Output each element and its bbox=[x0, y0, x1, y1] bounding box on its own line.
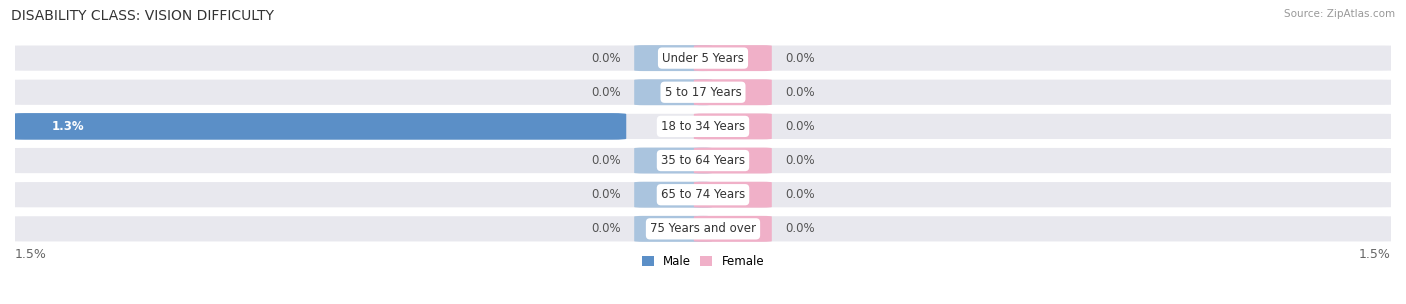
FancyBboxPatch shape bbox=[634, 216, 713, 242]
Text: 1.5%: 1.5% bbox=[1360, 248, 1391, 261]
FancyBboxPatch shape bbox=[693, 45, 772, 71]
Text: Source: ZipAtlas.com: Source: ZipAtlas.com bbox=[1284, 9, 1395, 19]
Text: 18 to 34 Years: 18 to 34 Years bbox=[661, 120, 745, 133]
FancyBboxPatch shape bbox=[634, 182, 713, 208]
FancyBboxPatch shape bbox=[634, 45, 713, 71]
FancyBboxPatch shape bbox=[10, 113, 626, 140]
Text: 0.0%: 0.0% bbox=[591, 154, 620, 167]
Text: DISABILITY CLASS: VISION DIFFICULTY: DISABILITY CLASS: VISION DIFFICULTY bbox=[11, 9, 274, 23]
Text: 0.0%: 0.0% bbox=[786, 86, 815, 99]
FancyBboxPatch shape bbox=[1, 147, 1405, 174]
Text: 0.0%: 0.0% bbox=[591, 52, 620, 65]
Text: Under 5 Years: Under 5 Years bbox=[662, 52, 744, 65]
FancyBboxPatch shape bbox=[693, 216, 772, 242]
Text: 65 to 74 Years: 65 to 74 Years bbox=[661, 188, 745, 201]
Text: 0.0%: 0.0% bbox=[591, 86, 620, 99]
Text: 0.0%: 0.0% bbox=[786, 222, 815, 235]
Text: 0.0%: 0.0% bbox=[591, 188, 620, 201]
Text: 5 to 17 Years: 5 to 17 Years bbox=[665, 86, 741, 99]
FancyBboxPatch shape bbox=[1, 215, 1405, 243]
FancyBboxPatch shape bbox=[693, 113, 772, 139]
Text: 0.0%: 0.0% bbox=[786, 52, 815, 65]
Text: 0.0%: 0.0% bbox=[786, 154, 815, 167]
FancyBboxPatch shape bbox=[693, 147, 772, 174]
FancyBboxPatch shape bbox=[693, 79, 772, 105]
Text: 0.0%: 0.0% bbox=[591, 222, 620, 235]
Legend: Male, Female: Male, Female bbox=[637, 250, 769, 273]
FancyBboxPatch shape bbox=[634, 79, 713, 105]
Text: 0.0%: 0.0% bbox=[786, 188, 815, 201]
Text: 75 Years and over: 75 Years and over bbox=[650, 222, 756, 235]
FancyBboxPatch shape bbox=[1, 112, 1405, 140]
FancyBboxPatch shape bbox=[1, 181, 1405, 209]
FancyBboxPatch shape bbox=[693, 182, 772, 208]
FancyBboxPatch shape bbox=[1, 44, 1405, 72]
FancyBboxPatch shape bbox=[634, 147, 713, 174]
Text: 0.0%: 0.0% bbox=[786, 120, 815, 133]
Text: 1.3%: 1.3% bbox=[52, 120, 84, 133]
FancyBboxPatch shape bbox=[1, 78, 1405, 106]
Text: 35 to 64 Years: 35 to 64 Years bbox=[661, 154, 745, 167]
Text: 1.5%: 1.5% bbox=[15, 248, 46, 261]
